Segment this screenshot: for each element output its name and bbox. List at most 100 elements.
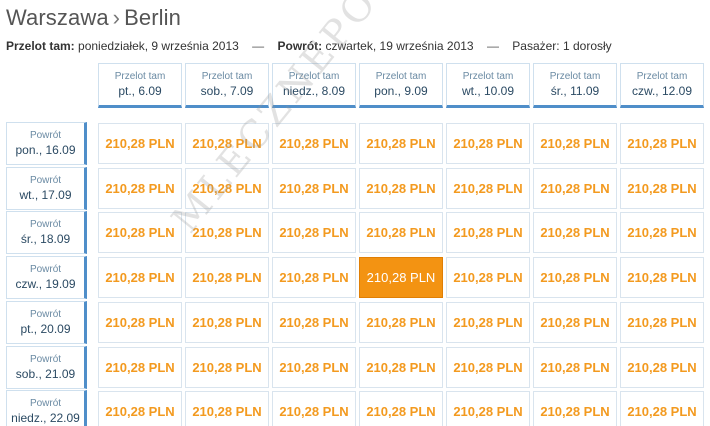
fare-cell[interactable]: 210,28 PLN xyxy=(620,123,704,164)
return-date-header: Powrót sob., 21.09 xyxy=(6,345,87,389)
outbound-date-header: Przelot tam pon., 9.09 xyxy=(359,63,443,108)
fare-cell[interactable]: 210,28 PLN xyxy=(185,391,269,426)
outbound-date: poniedziałek, 9 września 2013 xyxy=(78,39,239,53)
return-date-header: Powrót pt., 20.09 xyxy=(6,300,87,344)
return-header-label: Powrót xyxy=(29,264,62,276)
fare-cell[interactable]: 210,28 PLN xyxy=(98,123,182,164)
return-date: czwartek, 19 września 2013 xyxy=(325,39,474,53)
route-title: Warszawa › Berlin xyxy=(6,5,181,31)
outbound-header-label: Przelot tam xyxy=(549,71,601,82)
return-header-date: pon., 16.09 xyxy=(15,143,76,157)
fare-cell[interactable]: 210,28 PLN xyxy=(359,391,443,426)
outbound-date-header: Przelot tam sob., 7.09 xyxy=(185,63,269,108)
fare-cell[interactable]: 210,28 PLN xyxy=(620,301,704,343)
separator-dash: — xyxy=(486,39,499,53)
fare-cell[interactable]: 210,28 PLN xyxy=(98,167,182,209)
fare-cell[interactable]: 210,28 PLN xyxy=(185,257,269,299)
outbound-header-date: czw., 12.09 xyxy=(631,84,693,98)
fare-cell[interactable]: 210,28 PLN xyxy=(272,301,356,343)
fare-cell[interactable]: 210,28 PLN xyxy=(446,346,530,388)
fare-cell[interactable]: 210,28 PLN xyxy=(620,257,704,299)
fare-cell[interactable]: 210,28 PLN xyxy=(98,212,182,254)
outbound-label: Przelot tam: xyxy=(6,39,75,53)
fare-cell[interactable]: 210,28 PLN xyxy=(620,212,704,254)
fare-cell[interactable]: 210,28 PLN xyxy=(446,257,530,299)
fare-cell[interactable]: 210,28 PLN xyxy=(98,391,182,426)
fare-cell[interactable]: 210,28 PLN xyxy=(446,391,530,426)
fare-cell[interactable]: 210,28 PLN xyxy=(98,346,182,388)
fare-cell[interactable]: 210,28 PLN xyxy=(533,301,617,343)
fare-cell[interactable]: 210,28 PLN xyxy=(98,301,182,343)
return-header-date: czw., 19.09 xyxy=(15,277,76,292)
return-header-label: Powrót xyxy=(29,174,62,186)
outbound-header-label: Przelot tam xyxy=(201,71,253,82)
return-header-date: sob., 21.09 xyxy=(15,366,76,381)
fare-cell[interactable]: 210,28 PLN xyxy=(359,212,443,254)
return-header-label: Powrót xyxy=(29,219,62,231)
outbound-date-header: Przelot tam pt., 6.09 xyxy=(98,63,182,108)
outbound-header-label: Przelot tam xyxy=(375,71,427,82)
outbound-header-label: Przelot tam xyxy=(114,71,166,82)
fare-cell[interactable]: 210,28 PLN xyxy=(185,301,269,343)
return-header-label: Powrót xyxy=(29,353,62,365)
outbound-header-date: wt., 10.09 xyxy=(461,84,515,98)
fare-cell[interactable]: 210,28 PLN xyxy=(533,257,617,299)
fare-cell[interactable]: 210,28 PLN xyxy=(359,346,443,388)
fare-cell[interactable]: 210,28 PLN xyxy=(272,212,356,254)
fare-cell[interactable]: 210,28 PLN xyxy=(533,123,617,164)
outbound-header-label: Przelot tam xyxy=(462,71,514,82)
outbound-header-date: sob., 7.09 xyxy=(200,84,254,98)
outbound-date-header: Przelot tam śr., 11.09 xyxy=(533,63,617,108)
return-header-date: pt., 20.09 xyxy=(20,321,71,336)
outbound-header-label: Przelot tam xyxy=(636,71,688,82)
fare-cell[interactable]: 210,28 PLN xyxy=(185,123,269,164)
outbound-header-date: pt., 6.09 xyxy=(118,84,162,98)
fare-cell[interactable]: 210,28 PLN xyxy=(359,301,443,343)
destination-city: Berlin xyxy=(124,5,181,30)
passengers-value: 1 dorosły xyxy=(562,39,612,53)
fare-cell[interactable]: 210,28 PLN xyxy=(533,346,617,388)
chevron-right-icon: › xyxy=(112,5,121,30)
return-header-date: niedz., 22.09 xyxy=(11,411,80,426)
fare-cell-selected[interactable]: 210,28 PLN xyxy=(359,257,443,299)
fare-cell[interactable]: 210,28 PLN xyxy=(620,167,704,209)
return-date-header: Powrót pon., 16.09 xyxy=(6,122,87,165)
fare-cell[interactable]: 210,28 PLN xyxy=(272,167,356,209)
outbound-date-header: Przelot tam wt., 10.09 xyxy=(446,63,530,108)
return-header-date: wt., 17.09 xyxy=(19,187,72,202)
fare-cell[interactable]: 210,28 PLN xyxy=(620,391,704,426)
return-header-label: Powrót xyxy=(29,308,62,320)
return-date-header: Powrót niedz., 22.09 xyxy=(6,390,87,426)
fare-cell[interactable]: 210,28 PLN xyxy=(446,167,530,209)
separator-dash: — xyxy=(252,39,265,53)
outbound-header-date: niedz., 8.09 xyxy=(282,84,346,98)
fare-cell[interactable]: 210,28 PLN xyxy=(446,301,530,343)
fare-cell[interactable]: 210,28 PLN xyxy=(272,346,356,388)
outbound-header-label: Przelot tam xyxy=(288,71,340,82)
outbound-date-header: Przelot tam niedz., 8.09 xyxy=(272,63,356,108)
fare-cell[interactable]: 210,28 PLN xyxy=(446,212,530,254)
fare-cell[interactable]: 210,28 PLN xyxy=(272,123,356,164)
origin-city: Warszawa xyxy=(6,5,109,30)
fare-cell[interactable]: 210,28 PLN xyxy=(359,167,443,209)
fare-cell[interactable]: 210,28 PLN xyxy=(185,167,269,209)
return-header-date: śr., 18.09 xyxy=(20,232,71,247)
outbound-header-date: śr., 11.09 xyxy=(550,84,600,98)
fare-cell[interactable]: 210,28 PLN xyxy=(272,257,356,299)
fare-cell[interactable]: 210,28 PLN xyxy=(533,212,617,254)
fare-cell[interactable]: 210,28 PLN xyxy=(533,167,617,209)
fare-cell[interactable]: 210,28 PLN xyxy=(185,346,269,388)
passengers-label: Pasażer: xyxy=(512,39,560,53)
fare-cell[interactable]: 210,28 PLN xyxy=(272,391,356,426)
fare-cell[interactable]: 210,28 PLN xyxy=(98,257,182,299)
outbound-date-header: Przelot tam czw., 12.09 xyxy=(620,63,704,108)
fare-cell[interactable]: 210,28 PLN xyxy=(446,123,530,164)
return-date-header: Powrót wt., 17.09 xyxy=(6,166,87,210)
return-header-label: Powrót xyxy=(29,130,62,141)
fare-cell[interactable]: 210,28 PLN xyxy=(533,391,617,426)
return-label: Powrót: xyxy=(277,39,323,53)
fare-cell[interactable]: 210,28 PLN xyxy=(185,212,269,254)
fare-cell[interactable]: 210,28 PLN xyxy=(359,123,443,164)
return-date-header: Powrót śr., 18.09 xyxy=(6,211,87,255)
fare-cell[interactable]: 210,28 PLN xyxy=(620,346,704,388)
